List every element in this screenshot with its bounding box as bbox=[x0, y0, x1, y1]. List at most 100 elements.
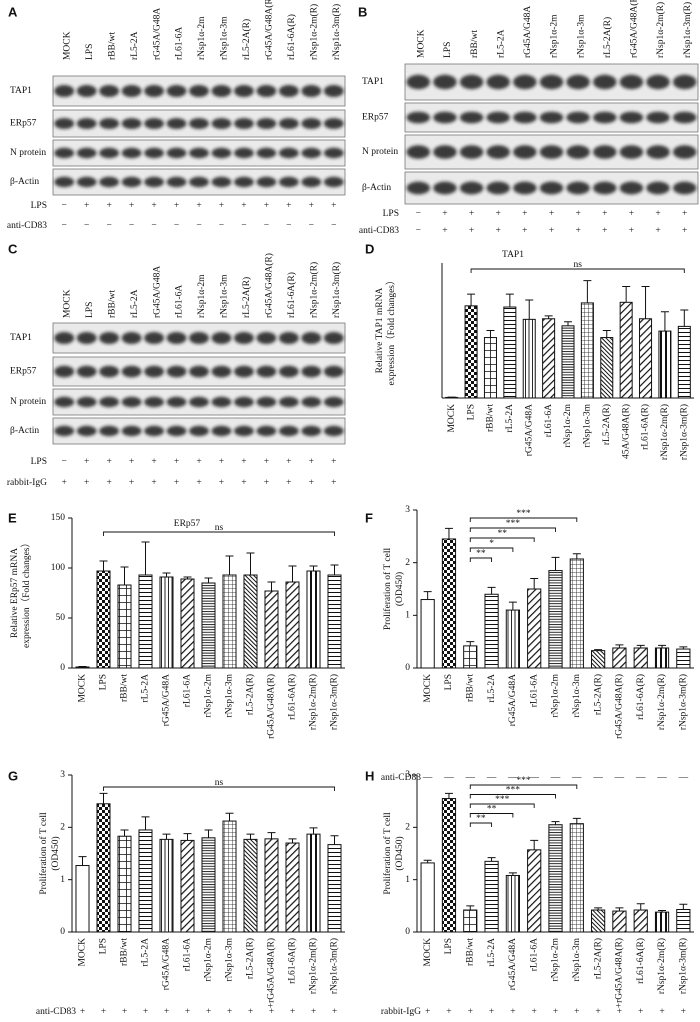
significance-label: ns bbox=[215, 523, 224, 533]
blot-band bbox=[301, 85, 322, 97]
treatment-label: LPS bbox=[31, 201, 47, 211]
blot-band bbox=[189, 147, 209, 159]
blot-band bbox=[619, 145, 644, 159]
treatment-mark: + bbox=[174, 201, 179, 211]
blot-band bbox=[301, 176, 322, 188]
blot-band bbox=[99, 425, 120, 437]
blot-band bbox=[593, 145, 617, 159]
error-bar bbox=[466, 641, 475, 646]
treatment-mark: + bbox=[106, 201, 111, 211]
x-tick-label: +rG45A/G48A(R) bbox=[614, 938, 625, 1008]
error-bar bbox=[466, 905, 475, 911]
blot-band bbox=[459, 74, 484, 90]
bar bbox=[505, 609, 520, 669]
bar bbox=[677, 325, 691, 399]
x-tick-label: rNsp1α-2m(R) bbox=[659, 404, 670, 460]
error-bar bbox=[309, 827, 318, 835]
blot-row-label: N protein bbox=[10, 397, 46, 407]
x-tick-label: rL5-2A bbox=[141, 938, 151, 967]
significance-bracket bbox=[103, 786, 335, 791]
treatment-mark: + bbox=[681, 1007, 686, 1017]
treatment-mark: — bbox=[528, 773, 539, 783]
lane-label: MOCK bbox=[62, 31, 72, 60]
x-tick-label: rG45A/G48A bbox=[508, 674, 518, 726]
bar bbox=[464, 305, 478, 399]
treatment-mark: + bbox=[629, 226, 634, 236]
bar bbox=[483, 337, 497, 399]
x-tick-label: rNsp1α-3m bbox=[225, 673, 235, 717]
blot-band bbox=[99, 85, 120, 97]
bar bbox=[463, 645, 478, 669]
blot-band bbox=[211, 147, 232, 159]
lane-label: rL5-2A bbox=[496, 29, 506, 58]
x-tick-label: rL5-2A bbox=[141, 674, 151, 703]
lane-label: rNsp1α-3m bbox=[220, 16, 230, 60]
significance-label: * bbox=[489, 539, 494, 549]
x-tick-label: MOCK bbox=[78, 674, 88, 703]
bar bbox=[612, 647, 627, 669]
blot-band bbox=[166, 176, 187, 188]
significance-bracket bbox=[103, 531, 335, 536]
blot-band bbox=[301, 147, 322, 159]
treatment-mark: — bbox=[443, 773, 454, 783]
lane-label: rL61-6A(R) bbox=[286, 272, 297, 318]
blot-band bbox=[646, 181, 670, 195]
blot-band bbox=[166, 425, 187, 437]
chart-title: TAP1 bbox=[502, 250, 524, 260]
blot-band bbox=[211, 118, 232, 129]
blot-row-label: TAP1 bbox=[362, 77, 384, 87]
blot-band bbox=[211, 396, 232, 408]
significance-bracket bbox=[469, 527, 556, 532]
x-tick-label: rNsp1α-2m bbox=[204, 673, 214, 717]
blot-band bbox=[323, 176, 344, 188]
error-bar bbox=[530, 577, 539, 589]
x-tick-label: rNsp1α-3m bbox=[572, 937, 582, 981]
treatment-mark: — bbox=[678, 773, 689, 783]
blot-band bbox=[323, 365, 344, 378]
blot-band bbox=[593, 181, 617, 195]
y-tick-label: 0 bbox=[405, 927, 410, 937]
treatment-mark: — bbox=[571, 773, 582, 783]
treatment-mark: + bbox=[164, 1007, 169, 1017]
lane-label: LPS bbox=[85, 302, 95, 318]
blot-band bbox=[256, 396, 277, 408]
treatment-mark: + bbox=[248, 1007, 253, 1017]
blot-band bbox=[144, 85, 164, 97]
treatment-label: anti-CD83 bbox=[359, 226, 399, 236]
lane-label: rNsp1α-3m bbox=[220, 274, 230, 318]
blot-band bbox=[323, 425, 344, 437]
treatment-mark: − bbox=[309, 221, 314, 231]
error-bar bbox=[288, 838, 297, 844]
lane-label: rL5-2A bbox=[130, 289, 140, 318]
bar bbox=[306, 570, 321, 669]
error-bar bbox=[615, 907, 624, 912]
bar bbox=[542, 318, 556, 399]
treatment-mark: + bbox=[206, 1007, 211, 1017]
error-bar bbox=[594, 649, 603, 651]
bar bbox=[264, 590, 279, 669]
error-bar bbox=[444, 527, 453, 539]
bar bbox=[306, 833, 321, 933]
y-axis-label: Proliferation of T cell bbox=[38, 812, 49, 895]
blot-band bbox=[189, 332, 209, 344]
blot-band bbox=[256, 118, 277, 129]
blot-band bbox=[593, 111, 617, 124]
blot-band bbox=[672, 74, 697, 90]
bar bbox=[420, 599, 435, 669]
treatment-label: LPS bbox=[31, 457, 47, 467]
blot-band bbox=[76, 396, 97, 408]
blot-band bbox=[166, 396, 187, 408]
treatment-label: anti-CD83 bbox=[381, 773, 421, 783]
error-bar bbox=[423, 859, 432, 863]
treatment-mark: + bbox=[469, 226, 474, 236]
bar bbox=[527, 849, 542, 933]
treatment-mark: − bbox=[416, 226, 421, 236]
treatment-mark: + bbox=[549, 209, 554, 219]
treatment-mark: — bbox=[465, 773, 476, 783]
error-bar bbox=[330, 564, 339, 575]
lane-label: rL5-2A(R) bbox=[241, 19, 252, 60]
blot-band bbox=[54, 85, 75, 97]
x-tick-label: rBB/wt bbox=[486, 404, 496, 432]
blot-row-label: ERp57 bbox=[10, 119, 37, 129]
blot-band bbox=[256, 176, 277, 188]
